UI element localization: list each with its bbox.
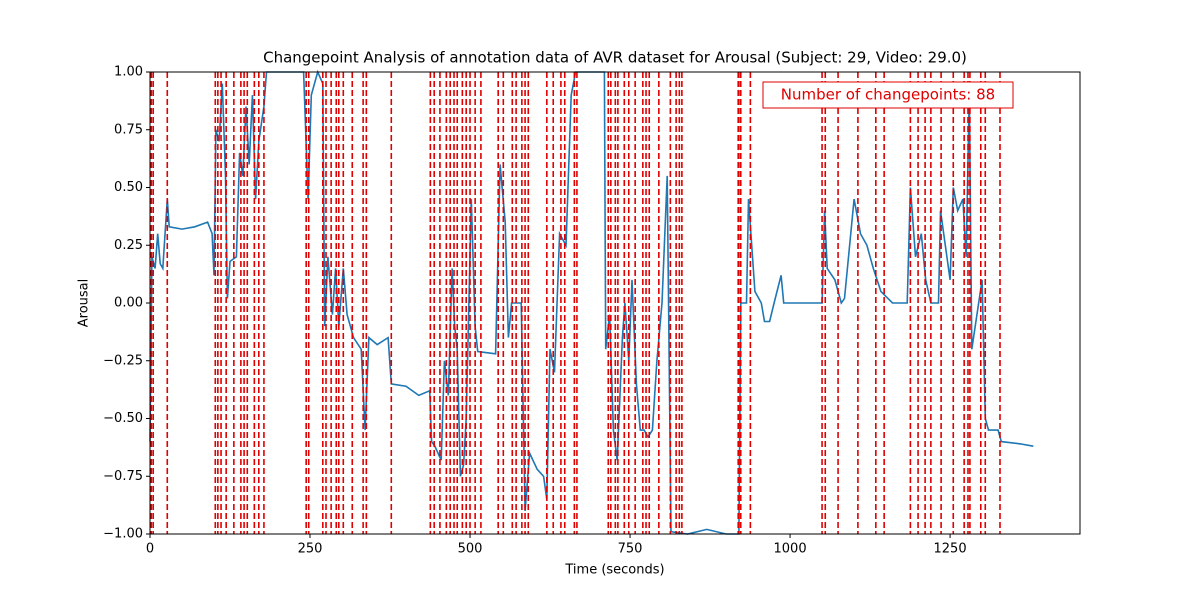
y-tick-label: −0.25: [103, 353, 143, 368]
y-tick-label: −1.00: [103, 527, 143, 542]
x-tick-label: 750: [618, 542, 643, 557]
y-tick-label: 1.00: [114, 65, 143, 80]
y-tick-label: 0.00: [114, 296, 143, 311]
y-tick-label: −0.75: [103, 469, 143, 484]
x-tick-label: 1250: [934, 542, 967, 557]
y-axis-label: Arousal: [77, 279, 92, 328]
annotation: Number of changepoints: 88: [781, 86, 995, 104]
y-tick-label: 0.25: [114, 238, 143, 253]
y-tick-label: 0.75: [114, 122, 143, 137]
x-axis-label: Time (seconds): [564, 563, 664, 578]
y-tick-label: 0.50: [114, 180, 143, 195]
y-tick-label: −0.50: [103, 411, 143, 426]
data-line: [149, 69, 1034, 535]
annotation-box: [762, 81, 1014, 109]
x-tick-label: 1000: [774, 542, 807, 557]
chart-title: Changepoint Analysis of annotation data …: [263, 49, 967, 67]
x-tick-label: 500: [458, 542, 483, 557]
x-tick-label: 0: [146, 542, 154, 557]
plot-frame: [149, 71, 1081, 535]
x-tick-label: 250: [298, 542, 323, 557]
